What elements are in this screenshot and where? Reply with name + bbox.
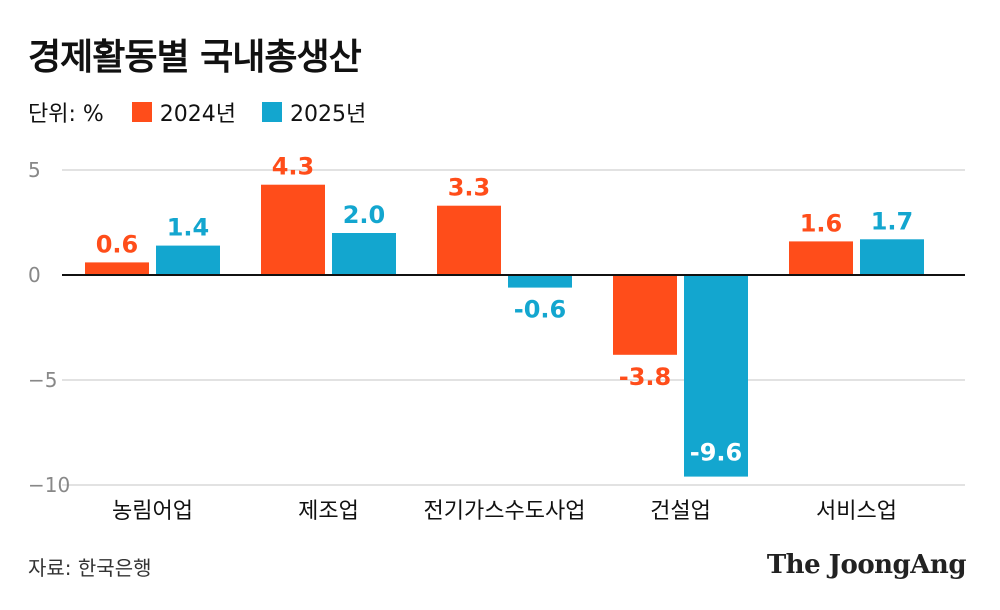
legend-label-2025: 2025년: [290, 102, 367, 127]
x-tick-label: 농림어업: [112, 499, 193, 524]
chart-title: 경제활동별 국내총생산: [28, 37, 362, 78]
x-tick-label: 제조업: [298, 499, 359, 524]
source-note: 자료: 한국은행: [28, 556, 152, 580]
y-tick-label: −10: [28, 473, 70, 497]
x-tick-label: 전기가스수도사업: [424, 499, 586, 524]
data-label: -9.6: [690, 439, 742, 467]
x-tick-label: 서비스업: [816, 499, 897, 524]
bar-2025년-서비스업: [860, 239, 924, 275]
legend-item-2025: 2025년: [262, 96, 366, 128]
bar-2024년-서비스업: [789, 241, 853, 275]
y-tick-label: −5: [28, 368, 57, 392]
legend-swatch-2025: [262, 102, 283, 122]
bar-2024년-건설업: [613, 275, 677, 355]
legend-swatch-2024: [131, 102, 152, 122]
bar-2025년-전기가스수도사업: [508, 275, 572, 288]
unit-label: 단위: %: [28, 102, 104, 127]
bar-2025년-건설업: [684, 275, 748, 477]
data-label: -0.6: [514, 296, 566, 324]
data-label: -3.8: [619, 363, 671, 391]
data-label: 1.4: [167, 214, 210, 242]
data-label: 1.6: [800, 209, 843, 237]
x-tick-label: 건설업: [650, 499, 711, 524]
data-label: 4.3: [272, 153, 315, 181]
bar-2024년-농림어업: [85, 262, 149, 275]
legend-label-2024: 2024년: [159, 102, 237, 127]
data-label: 3.3: [448, 174, 491, 202]
legend: 단위: % 2024년 2025년: [28, 96, 392, 128]
bar-2025년-농림어업: [156, 245, 220, 275]
data-label: 0.6: [96, 230, 139, 258]
bar-2024년-전기가스수도사업: [437, 205, 501, 275]
bar-2024년-제조업: [261, 184, 325, 275]
brand-logo: The JoongAng: [766, 550, 967, 580]
y-tick-label: 0: [28, 263, 41, 287]
data-label: 2.0: [343, 201, 386, 229]
legend-item-2024: 2024년: [131, 96, 237, 128]
bar-2025년-제조업: [332, 233, 396, 275]
y-tick-label: 5: [28, 158, 41, 182]
data-label: 1.7: [871, 207, 914, 235]
